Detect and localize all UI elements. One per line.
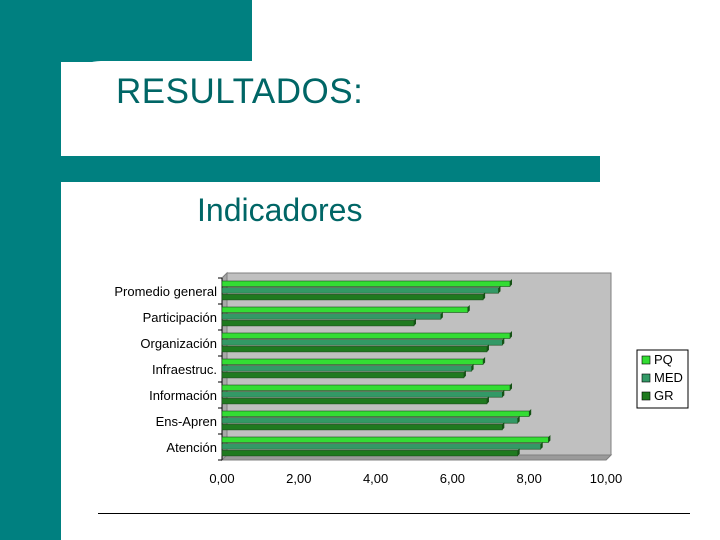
legend-label: GR [654,388,674,403]
left-teal-strip [0,0,61,540]
category-label: Participación [143,310,217,325]
bar-med [221,443,542,450]
bar-end-cap [414,318,416,326]
bar-end-cap [486,344,489,352]
bar-end-cap [502,422,505,430]
teal-band [61,156,600,182]
bar-end-cap [548,435,551,443]
category-label: Organización [140,336,217,351]
bottom-rule [98,513,690,514]
bar-end-cap [483,292,486,300]
bar-gr [221,372,465,379]
bar-end-cap [529,409,532,417]
slide-title: RESULTADOS: [116,72,364,111]
bar-gr [221,346,488,353]
bar-end-cap [483,357,486,365]
legend-swatch [641,391,651,401]
legend-swatch [641,355,651,365]
slide-subtitle: Indicadores [197,192,363,228]
bar-end-cap [510,383,512,391]
bar-end-cap [440,311,443,320]
category-label: Atención [166,440,217,455]
x-tick-label: 10,00 [590,471,623,486]
x-tick-label: 2,00 [286,471,311,486]
bar-pq [221,306,469,313]
bar-pq [221,280,511,287]
bar-end-cap [502,389,505,398]
bar-end-cap [502,337,505,346]
x-tick-label: 4,00 [363,471,388,486]
bar-med [221,365,472,372]
bar-end-cap [510,331,512,339]
x-tick-label: 0,00 [209,471,234,486]
bar-end-cap [517,415,520,424]
title-panel [61,61,252,121]
bar-end-cap [510,279,512,287]
category-label: Información [149,388,217,403]
bar-end-cap [467,305,470,313]
x-tick-label: 6,00 [440,471,465,486]
legend-label: MED [654,370,683,385]
bar-med [221,287,499,294]
bar-gr [221,398,488,405]
plot-floor [220,454,613,461]
bar-end-cap [463,370,466,378]
category-label: Infraestruc. [152,362,217,377]
legend-label: PQ [654,352,673,367]
category-label: Promedio general [114,284,217,299]
bar-med [221,391,503,398]
bar-end-cap [517,448,520,456]
bar-pq [221,384,511,391]
category-label: Ens-Apren [156,414,217,429]
bar-med [221,417,518,424]
x-tick-label: 8,00 [517,471,542,486]
bar-gr [221,320,415,327]
legend-swatch [641,373,651,383]
bar-end-cap [498,285,501,294]
bar-gr [221,294,484,301]
bar-pq [221,410,530,417]
bar-pq [221,332,511,339]
bar-gr [221,424,503,431]
bar-gr [221,450,518,457]
bar-end-cap [471,363,474,372]
bar-med [221,339,503,346]
bar-pq [221,358,484,365]
bar-end-cap [540,441,543,450]
bar-pq [221,436,549,443]
bar-med [221,313,442,320]
bar-end-cap [486,396,489,404]
